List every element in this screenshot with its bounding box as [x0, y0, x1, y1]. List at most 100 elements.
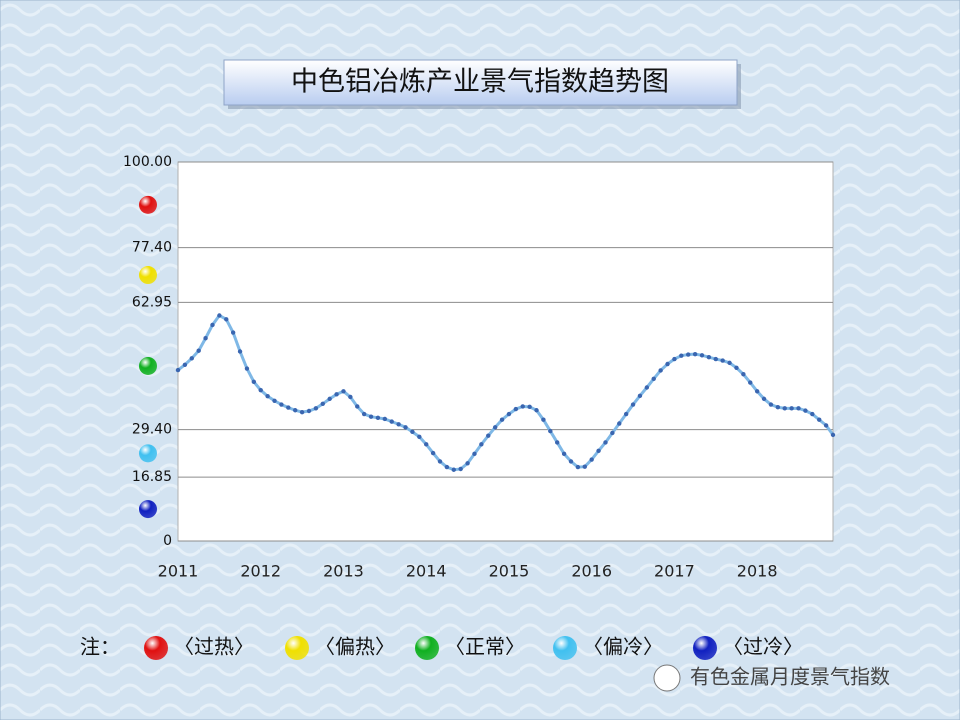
data-point	[341, 389, 346, 394]
data-point	[817, 417, 822, 422]
legend-text: 〈过热〉	[174, 635, 254, 659]
data-point	[327, 396, 332, 402]
data-point	[299, 409, 305, 415]
data-point	[520, 404, 525, 409]
data-point	[617, 421, 622, 426]
data-point	[561, 451, 567, 457]
data-point	[775, 405, 781, 410]
x-tick-label: 2012	[240, 562, 281, 581]
data-point	[279, 402, 284, 407]
data-point	[596, 448, 601, 453]
data-point	[410, 429, 415, 435]
data-point	[796, 406, 801, 411]
x-tick-label: 2015	[489, 562, 530, 581]
data-point	[217, 313, 222, 318]
data-point	[189, 356, 194, 361]
title-box	[223, 59, 738, 106]
data-point	[348, 394, 353, 400]
data-point	[265, 394, 270, 399]
legend-text: 〈正常〉	[445, 635, 525, 659]
data-point	[472, 451, 477, 457]
data-point	[534, 408, 539, 413]
data-point	[692, 351, 698, 357]
data-point	[727, 360, 732, 366]
data-point	[403, 425, 408, 430]
data-point	[720, 358, 725, 363]
data-point	[665, 361, 670, 367]
data-point	[224, 317, 229, 322]
data-point	[272, 398, 277, 403]
data-point	[706, 354, 712, 360]
x-tick-label: 2016	[571, 562, 612, 581]
y-tick-label: 0	[163, 533, 172, 549]
data-point	[368, 414, 374, 419]
data-point	[210, 322, 215, 328]
data-point	[334, 392, 339, 397]
data-point	[679, 353, 684, 358]
y-tick-label: 62.95	[132, 294, 172, 310]
data-point	[575, 464, 581, 470]
data-point	[548, 428, 553, 434]
data-point	[251, 379, 257, 385]
x-tick-label: 2013	[323, 562, 364, 581]
data-point	[823, 423, 829, 428]
legend-ball	[553, 636, 577, 660]
data-point	[499, 417, 505, 422]
data-point	[237, 349, 243, 354]
data-point	[527, 404, 532, 410]
data-point	[258, 387, 263, 393]
data-point	[761, 396, 767, 402]
data-point	[568, 459, 574, 464]
legend-ball	[415, 636, 439, 660]
data-point	[465, 461, 470, 466]
data-point	[637, 393, 643, 399]
data-point	[375, 415, 381, 421]
data-point	[582, 464, 587, 469]
data-point	[175, 367, 181, 373]
y-tick-label: 100.00	[123, 154, 172, 170]
x-tick-label: 2017	[654, 562, 695, 581]
data-point	[686, 352, 691, 357]
zone-ball	[139, 500, 157, 519]
data-point	[244, 366, 250, 371]
data-point	[610, 430, 615, 436]
data-point	[754, 389, 760, 394]
data-point	[424, 442, 429, 447]
data-point	[313, 406, 319, 411]
data-point	[541, 417, 546, 422]
data-point	[734, 365, 739, 370]
data-point	[830, 432, 836, 438]
data-point	[286, 405, 291, 410]
data-point	[810, 411, 815, 417]
legend-text: 〈偏热〉	[315, 635, 395, 659]
zone-ball	[139, 266, 157, 285]
x-tick-label: 2014	[406, 562, 447, 581]
data-point	[196, 348, 201, 353]
data-point	[458, 466, 463, 472]
x-tick-label: 2011	[158, 562, 199, 581]
data-point	[768, 402, 774, 407]
data-point	[320, 401, 325, 407]
data-point	[444, 464, 450, 470]
data-point	[803, 408, 808, 413]
legend-text: 〈过冷〉	[723, 635, 803, 659]
data-point	[492, 425, 498, 430]
data-point	[623, 411, 629, 417]
y-tick-label: 77.40	[132, 240, 172, 256]
watermark-icon	[653, 664, 681, 692]
data-point	[389, 419, 394, 424]
data-point	[203, 336, 208, 341]
legend-ball	[144, 636, 168, 660]
y-tick-label: 29.40	[132, 422, 172, 438]
legend-text: 〈偏冷〉	[583, 635, 663, 659]
data-point	[713, 356, 718, 362]
data-point	[506, 411, 512, 417]
data-point	[672, 356, 677, 362]
data-point	[479, 442, 484, 447]
x-tick-label: 2018	[737, 562, 778, 581]
data-point	[230, 330, 236, 335]
data-point	[699, 353, 705, 358]
data-point	[486, 433, 491, 438]
